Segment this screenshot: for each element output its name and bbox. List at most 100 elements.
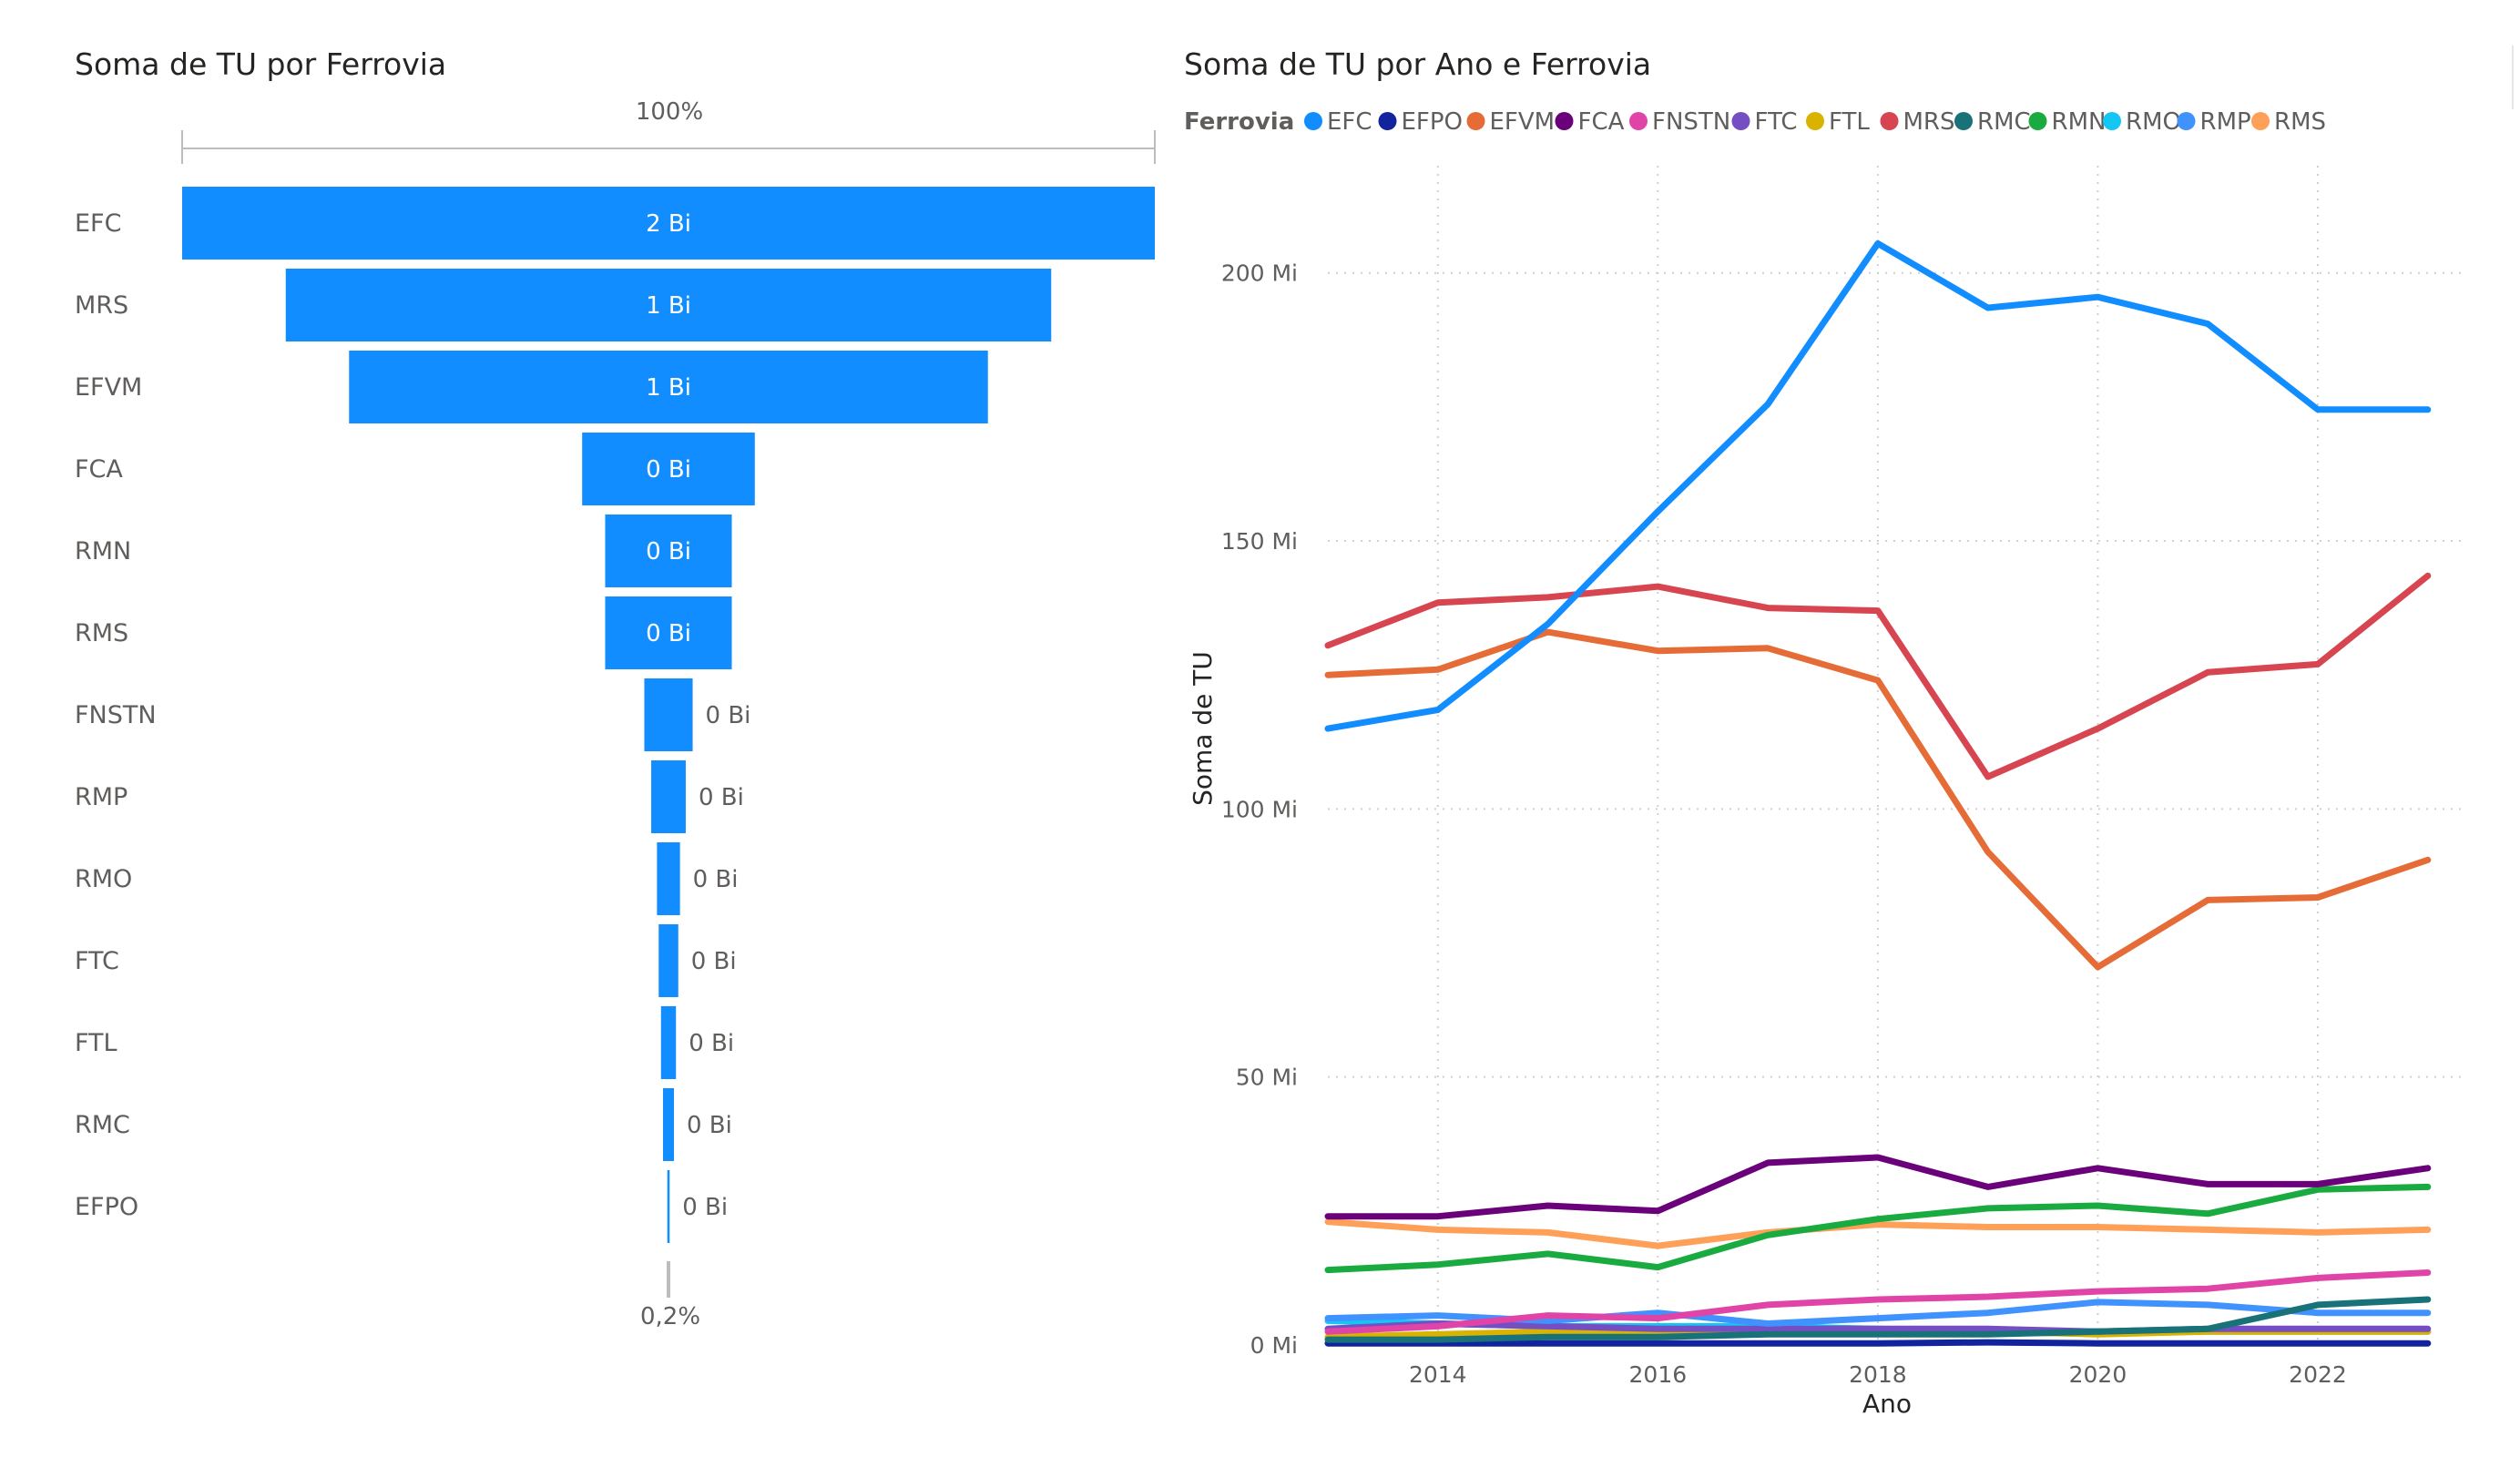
funnel-bar-fca[interactable]	[582, 433, 755, 505]
funnel-row-rmn[interactable]: RMN 0 Bi	[75, 515, 732, 587]
funnel-row-ftl[interactable]: FTL 0 Bi	[75, 1006, 734, 1079]
funnel-data-label: 0 Bi	[646, 620, 691, 647]
funnel-category-label: RMO	[75, 865, 132, 893]
legend-item-ftl[interactable]: FTL	[1806, 108, 1870, 136]
legend-label: FTL	[1829, 108, 1870, 136]
funnel-row-efpo[interactable]: EFPO 0 Bi	[75, 1170, 728, 1243]
series-line-efc[interactable]	[1324, 239, 2432, 732]
legend-marker	[1880, 112, 1899, 130]
legend-label: RMN	[2052, 108, 2107, 136]
funnel-row-ftc[interactable]: FTC 0 Bi	[75, 924, 737, 997]
funnel-bar-rmc[interactable]	[662, 1088, 675, 1161]
x-tick-label: 2022	[2289, 1361, 2347, 1388]
funnel-data-label: 0 Bi	[687, 1112, 732, 1139]
legend-label: RMS	[2274, 108, 2326, 136]
x-tick-label: 2018	[1849, 1361, 1907, 1388]
funnel-row-efc[interactable]: EFC 2 Bi	[75, 187, 1155, 260]
funnel-data-label: 0 Bi	[682, 1194, 728, 1221]
funnel-row-rmp[interactable]: RMP 0 Bi	[75, 760, 744, 833]
funnel-row-fnstn[interactable]: FNSTN 0 Bi	[75, 678, 750, 751]
gridlines	[1328, 166, 2461, 1345]
series-line-mrs[interactable]	[1324, 572, 2432, 780]
series-line-fnstn[interactable]	[1324, 1269, 2432, 1335]
legend-label: RMO	[2126, 108, 2181, 136]
legend: Ferrovia EFC EFPO EFVM FCA FNSTN FTC FTL MRS RMC…	[1184, 108, 2326, 136]
funnel-bar-efc[interactable]	[182, 187, 1155, 260]
funnel-bar-efpo[interactable]	[667, 1170, 670, 1243]
funnel-data-label: 1 Bi	[646, 292, 691, 320]
x-axis-title: Ano	[1862, 1389, 1912, 1419]
legend-label: FCA	[1578, 108, 1625, 136]
funnel-row-rmc[interactable]: RMC 0 Bi	[75, 1088, 732, 1161]
funnel-bar-fnstn[interactable]	[644, 678, 693, 751]
legend-item-rmp[interactable]: RMP	[2177, 108, 2251, 136]
y-tick-label: 100 Mi	[1221, 796, 1298, 822]
funnel-row-mrs[interactable]: MRS 1 Bi	[75, 269, 1052, 341]
funnel-bar-rmp[interactable]	[651, 760, 686, 833]
funnel-bar-efvm[interactable]	[349, 351, 988, 423]
funnel-row-efvm[interactable]: EFVM 1 Bi	[75, 351, 988, 423]
series-line-rms[interactable]	[1324, 1218, 2432, 1249]
legend-item-fnstn[interactable]: FNSTN	[1629, 108, 1730, 136]
funnel-row-rms[interactable]: RMS 0 Bi	[75, 596, 732, 669]
funnel-bar-mrs[interactable]	[285, 269, 1052, 341]
y-tick-label: 200 Mi	[1221, 260, 1298, 287]
legend-item-efvm[interactable]: EFVM	[1466, 108, 1556, 136]
funnel-category-label: FCA	[75, 455, 123, 484]
legend-item-efc[interactable]: EFC	[1304, 108, 1372, 136]
legend-item-rmc[interactable]: RMC	[1954, 108, 2031, 136]
series-line-efvm[interactable]	[1324, 628, 2432, 971]
funnel-chart[interactable]: Soma de TU por Ferrovia 100% EFC 2 Bi MRS 1…	[75, 46, 1156, 1330]
legend-item-fca[interactable]: FCA	[1555, 108, 1625, 136]
funnel-category-label: FTC	[75, 947, 119, 975]
series-line-rmc[interactable]	[1324, 1296, 2432, 1343]
funnel-bar-ftl[interactable]	[660, 1006, 677, 1079]
funnel-category-label: RMC	[75, 1111, 130, 1139]
legend-item-rmn[interactable]: RMN	[2028, 108, 2107, 136]
legend-marker	[1378, 112, 1397, 130]
legend-marker	[1954, 112, 1973, 130]
legend-label: EFPO	[1402, 108, 1464, 136]
funnel-bar-rms[interactable]	[605, 596, 732, 669]
funnel-data-label: 0 Bi	[646, 538, 691, 565]
legend-item-efpo[interactable]: EFPO	[1378, 108, 1464, 136]
legend-marker	[1731, 112, 1750, 130]
funnel-row-fca[interactable]: FCA 0 Bi	[75, 433, 755, 505]
y-tick-label: 150 Mi	[1221, 528, 1298, 555]
funnel-category-label: EFC	[75, 209, 121, 238]
legend-marker	[1466, 112, 1485, 130]
funnel-bar-ftc[interactable]	[658, 924, 678, 997]
legend-label: MRS	[1903, 108, 1955, 136]
line-chart-title: Soma de TU por Ano e Ferrovia	[1184, 46, 1651, 82]
legend-marker	[1629, 112, 1648, 130]
x-axis-ticks: 2014 2016 2018 2020 2022	[1409, 1361, 2347, 1388]
funnel-category-label: RMS	[75, 619, 128, 647]
legend-marker	[2028, 112, 2047, 130]
y-axis-title: Soma de TU	[1188, 651, 1218, 806]
series-line-rmn[interactable]	[1324, 1183, 2432, 1274]
visual-scrollbar[interactable]	[2512, 46, 2514, 109]
funnel-bottom-percent: 0,2%	[640, 1303, 700, 1330]
legend-marker	[2103, 112, 2121, 130]
legend-label: RMP	[2200, 108, 2251, 136]
line-chart[interactable]: Soma de TU por Ano e Ferrovia Ferrovia E…	[1184, 46, 2461, 1419]
legend-item-mrs[interactable]: MRS	[1880, 108, 1955, 136]
funnel-data-label: 0 Bi	[689, 1030, 734, 1057]
funnel-top-bracket	[181, 130, 1156, 164]
funnel-bar-rmn[interactable]	[605, 515, 732, 587]
funnel-row-rmo[interactable]: RMO 0 Bi	[75, 842, 739, 915]
series-line-efpo[interactable]	[1324, 1339, 2432, 1347]
legend-title: Ferrovia	[1184, 108, 1294, 136]
x-tick-label: 2020	[2069, 1361, 2127, 1388]
series-line-ftc[interactable]	[1324, 1320, 2432, 1335]
legend-item-ftc[interactable]: FTC	[1731, 108, 1798, 136]
funnel-bar-rmo[interactable]	[657, 842, 680, 915]
funnel-category-label: FNSTN	[75, 701, 157, 729]
legend-item-rms[interactable]: RMS	[2251, 108, 2326, 136]
legend-item-rmo[interactable]: RMO	[2103, 108, 2181, 136]
funnel-title: Soma de TU por Ferrovia	[75, 46, 446, 82]
legend-label: FTC	[1755, 108, 1798, 136]
funnel-category-label: EFVM	[75, 373, 142, 402]
legend-label: EFVM	[1490, 108, 1556, 136]
series-line-fca[interactable]	[1324, 1154, 2432, 1220]
